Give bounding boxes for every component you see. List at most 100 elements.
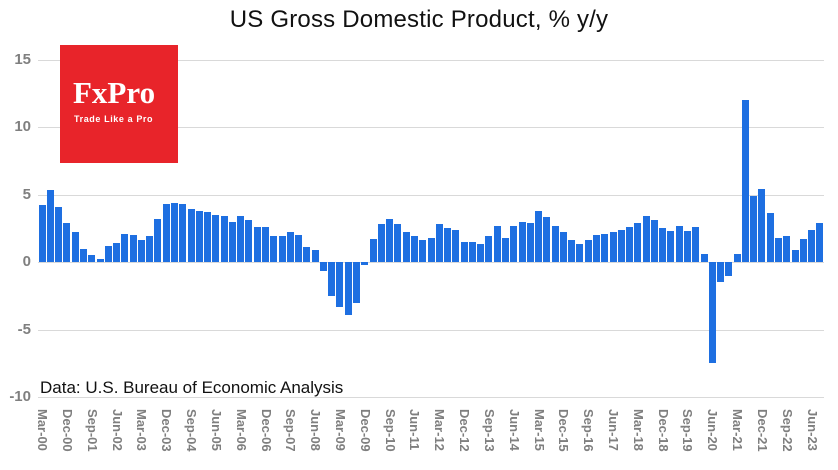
bar: [501, 237, 509, 262]
y-tick-label: 15: [14, 50, 31, 68]
bar: [584, 240, 592, 262]
bar: [717, 262, 725, 283]
bar: [675, 225, 683, 262]
x-tick-label: Jun-02: [109, 409, 125, 451]
bar: [568, 240, 576, 262]
bar: [427, 237, 435, 262]
fxpro-logo: FxPro Trade Like a Pro: [60, 45, 178, 163]
bar: [626, 226, 634, 262]
bar: [377, 224, 385, 262]
bar: [659, 228, 667, 262]
bar: [774, 237, 782, 262]
bar: [162, 203, 170, 262]
bar: [402, 232, 410, 262]
bar: [336, 262, 344, 307]
bar: [708, 262, 716, 364]
bar: [477, 244, 485, 262]
bar: [410, 236, 418, 262]
bar: [311, 249, 319, 262]
bar: [692, 226, 700, 262]
bar: [435, 224, 443, 262]
bar: [816, 222, 824, 262]
bar: [245, 220, 253, 262]
bar: [262, 226, 270, 262]
bar: [369, 239, 377, 262]
x-tick-label: Sep-10: [382, 409, 398, 452]
y-tick-label: 0: [22, 253, 31, 270]
x-tick-label: Dec-18: [655, 409, 671, 452]
x-tick-label: Jun-23: [804, 409, 820, 451]
x-tick-label: Dec-03: [159, 409, 175, 452]
bar: [634, 222, 642, 262]
bar: [88, 255, 96, 262]
y-tick-label: 5: [22, 185, 31, 203]
bar: [113, 243, 121, 262]
bar: [278, 236, 286, 262]
bar: [642, 216, 650, 262]
chart-title: US Gross Domestic Product, % y/y: [229, 6, 609, 33]
bar: [394, 224, 402, 262]
bar: [253, 226, 261, 262]
x-tick-label: Dec-06: [258, 409, 274, 452]
bar: [129, 235, 137, 262]
bar: [146, 236, 154, 262]
bar: [551, 225, 559, 262]
bar: [700, 253, 708, 262]
bar: [237, 216, 245, 262]
gridline: [38, 329, 824, 331]
bar: [104, 245, 112, 262]
bar: [63, 222, 71, 262]
bar: [683, 230, 691, 262]
x-tick-label: Sep-07: [283, 409, 299, 452]
bar: [187, 209, 195, 262]
bar: [559, 232, 567, 262]
bar: [137, 240, 145, 262]
x-tick-label: Mar-06: [233, 409, 249, 451]
gridline: [38, 397, 824, 398]
bar: [485, 236, 493, 262]
x-tick-label: Dec-15: [556, 409, 572, 452]
x-tick-label: Mar-15: [531, 409, 547, 451]
bar: [121, 233, 129, 262]
bar: [96, 259, 104, 262]
bar: [171, 202, 179, 262]
x-tick-label: Sep-04: [184, 409, 200, 452]
x-tick-label: Jun-11: [407, 409, 423, 451]
bar: [195, 210, 203, 262]
bar: [468, 241, 476, 262]
bar: [535, 210, 543, 262]
bar: [444, 228, 452, 262]
gridline: [38, 59, 824, 61]
gridline: [38, 262, 824, 263]
bar: [71, 232, 79, 262]
y-tick-label: 10: [14, 118, 31, 135]
bar: [303, 247, 311, 262]
bar: [799, 239, 807, 262]
bar: [319, 262, 327, 272]
bar: [650, 220, 658, 262]
bar: [179, 203, 187, 262]
x-tick-label: Mar-03: [134, 409, 150, 451]
bar: [592, 235, 600, 262]
bar: [328, 262, 336, 296]
x-tick-label: Dec-12: [457, 409, 473, 452]
x-tick-label: Sep-19: [680, 409, 696, 452]
bar: [419, 240, 427, 262]
bar: [212, 214, 220, 262]
bar: [228, 221, 236, 262]
x-tick-label: Jun-14: [506, 409, 522, 451]
x-tick-label: Sep-01: [84, 409, 100, 452]
x-tick-label: Jun-05: [208, 409, 224, 451]
bar: [725, 262, 733, 276]
bar: [386, 218, 394, 262]
bar: [791, 249, 799, 262]
gridline: [38, 127, 824, 128]
bar: [295, 235, 303, 262]
bar: [344, 262, 352, 315]
bar: [46, 190, 54, 262]
bar: [609, 232, 617, 262]
bar: [576, 244, 584, 262]
bar: [733, 253, 741, 262]
